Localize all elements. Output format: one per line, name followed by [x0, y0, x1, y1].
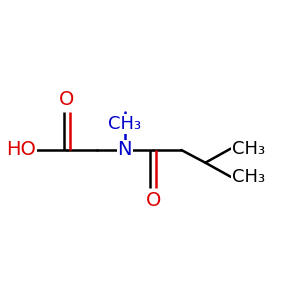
Text: CH₃: CH₃ [232, 168, 265, 186]
Text: HO: HO [6, 140, 36, 160]
Text: O: O [146, 191, 161, 210]
Text: O: O [59, 90, 75, 109]
Text: CH₃: CH₃ [108, 115, 141, 133]
Text: CH₃: CH₃ [232, 140, 265, 158]
Text: N: N [118, 140, 132, 160]
